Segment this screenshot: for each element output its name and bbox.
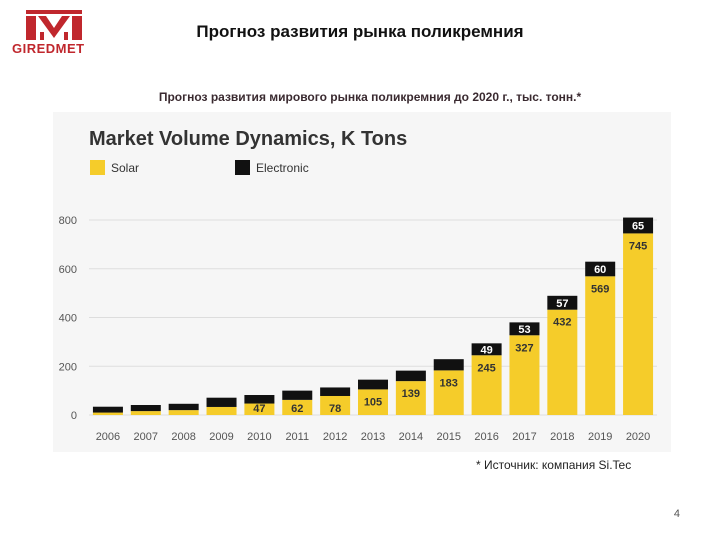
chart-caption: Прогноз развития мирового рынка поликрем… xyxy=(158,90,582,104)
bar-electronic-2010 xyxy=(244,395,275,404)
bar-solar-2014 xyxy=(395,381,426,415)
bar-electronic-2018 xyxy=(547,295,578,310)
x-tick-label-2006: 2006 xyxy=(96,431,120,443)
giredmet-logo: GIREDMET xyxy=(8,10,100,58)
bar-solar-2017 xyxy=(509,335,540,415)
bar-electronic-2006 xyxy=(92,406,123,413)
bar-electronic-2009 xyxy=(206,397,237,407)
market-volume-chart: Market Volume Dynamics, K Tons Solar Ele… xyxy=(59,128,657,443)
data-label-solar-2010: 47 xyxy=(253,403,265,415)
x-tick-label-2019: 2019 xyxy=(588,431,612,443)
x-tick-label-2014: 2014 xyxy=(399,431,423,443)
bar-solar-2006 xyxy=(92,412,123,415)
source-note: * Источник: компания Si.Tec xyxy=(476,458,632,472)
bar-solar-2015 xyxy=(433,370,464,415)
x-tick-label-2016: 2016 xyxy=(474,431,498,443)
bar-solar-2013 xyxy=(358,389,388,415)
giredmet-logo-icon xyxy=(26,10,82,40)
slide-title: Прогноз развития рынка поликремния xyxy=(196,22,524,41)
bar-solar-2016 xyxy=(471,355,502,415)
bar-electronic-2013 xyxy=(358,379,388,390)
bar-electronic-2015 xyxy=(433,359,464,371)
data-label-electronic-2020: 65 xyxy=(632,220,644,232)
x-tick-label-2008: 2008 xyxy=(171,431,195,443)
bar-solar-2010 xyxy=(244,403,275,415)
bar-electronic-2017 xyxy=(509,322,540,336)
page-number: 4 xyxy=(673,508,680,520)
legend-label-electronic: Electronic xyxy=(256,161,309,175)
bar-solar-2012 xyxy=(320,395,351,415)
bar-solar-2008 xyxy=(168,410,199,415)
data-label-electronic-2016: 49 xyxy=(480,344,492,356)
bar-solar-2018 xyxy=(547,309,578,415)
bar-electronic-2007 xyxy=(130,405,161,412)
y-tick-label-0: 0 xyxy=(71,410,77,422)
chart-panel: Market Volume Dynamics, K Tons Solar Ele… xyxy=(53,112,671,452)
y-tick-label-800: 800 xyxy=(59,215,77,227)
x-tick-label-2017: 2017 xyxy=(512,431,536,443)
bar-electronic-2020 xyxy=(623,217,654,234)
data-label-solar-2018: 432 xyxy=(553,317,571,329)
x-tick-label-2007: 2007 xyxy=(134,431,158,443)
bar-solar-2007 xyxy=(130,411,161,415)
data-label-solar-2017: 327 xyxy=(515,342,533,354)
bar-electronic-2012 xyxy=(320,387,351,396)
bar-electronic-2011 xyxy=(282,390,313,400)
data-label-solar-2013: 105 xyxy=(364,396,382,408)
data-label-solar-2012: 78 xyxy=(329,403,341,415)
legend-swatch-electronic xyxy=(235,160,250,175)
data-label-solar-2011: 62 xyxy=(291,403,303,415)
y-tick-label-400: 400 xyxy=(59,313,77,325)
data-label-solar-2015: 183 xyxy=(440,377,458,389)
x-tick-label-2020: 2020 xyxy=(626,431,650,443)
bar-solar-2011 xyxy=(282,399,313,415)
bar-electronic-2019 xyxy=(585,261,616,277)
x-tick-label-2013: 2013 xyxy=(361,431,385,443)
logo-text: GIREDMET xyxy=(12,41,85,56)
data-label-solar-2016: 245 xyxy=(477,362,495,374)
legend-swatch-solar xyxy=(90,160,105,175)
data-label-solar-2014: 139 xyxy=(402,388,420,400)
bar-solar-2019 xyxy=(585,276,616,415)
data-label-solar-2019: 569 xyxy=(591,283,609,295)
y-tick-label-600: 600 xyxy=(59,264,77,276)
data-label-electronic-2018: 57 xyxy=(556,298,568,310)
bar-solar-2009 xyxy=(206,406,237,415)
bar-electronic-2014 xyxy=(395,370,426,382)
x-tick-label-2009: 2009 xyxy=(209,431,233,443)
y-tick-label-200: 200 xyxy=(59,361,77,373)
bar-electronic-2008 xyxy=(168,403,199,411)
x-tick-label-2012: 2012 xyxy=(323,431,347,443)
chart-title: Market Volume Dynamics, K Tons xyxy=(89,128,407,150)
bar-solar-2020 xyxy=(623,233,654,415)
x-tick-label-2011: 2011 xyxy=(285,431,309,443)
data-label-electronic-2017: 53 xyxy=(518,324,530,336)
x-tick-label-2010: 2010 xyxy=(247,431,271,443)
bar-electronic-2016 xyxy=(471,343,502,356)
x-tick-label-2015: 2015 xyxy=(436,431,460,443)
data-label-solar-2020: 745 xyxy=(629,240,647,252)
legend-label-solar: Solar xyxy=(111,161,139,175)
x-tick-label-2018: 2018 xyxy=(550,431,574,443)
data-label-electronic-2019: 60 xyxy=(594,264,606,276)
